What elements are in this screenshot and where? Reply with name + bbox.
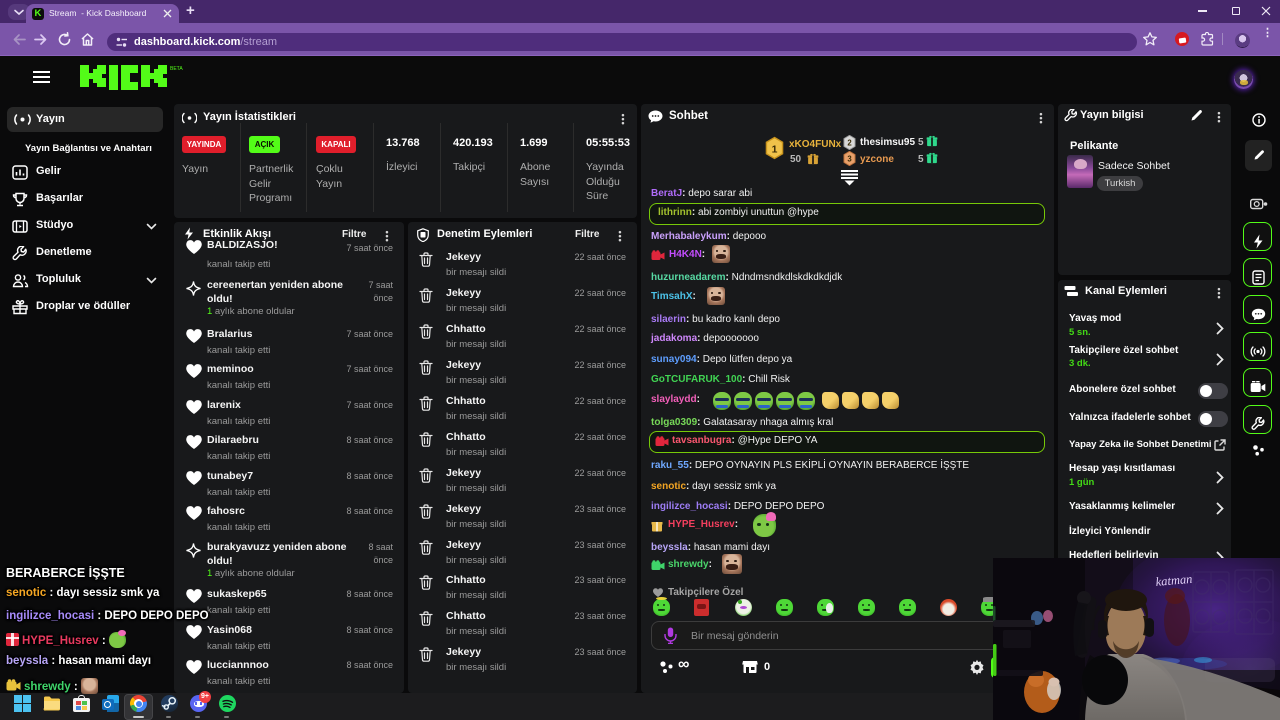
- svg-text:2: 2: [847, 138, 852, 147]
- svg-text:BETA: BETA: [170, 66, 183, 72]
- svg-text:katman: katman: [1155, 572, 1193, 589]
- svg-text:1: 1: [772, 144, 778, 155]
- svg-text:3: 3: [847, 154, 852, 163]
